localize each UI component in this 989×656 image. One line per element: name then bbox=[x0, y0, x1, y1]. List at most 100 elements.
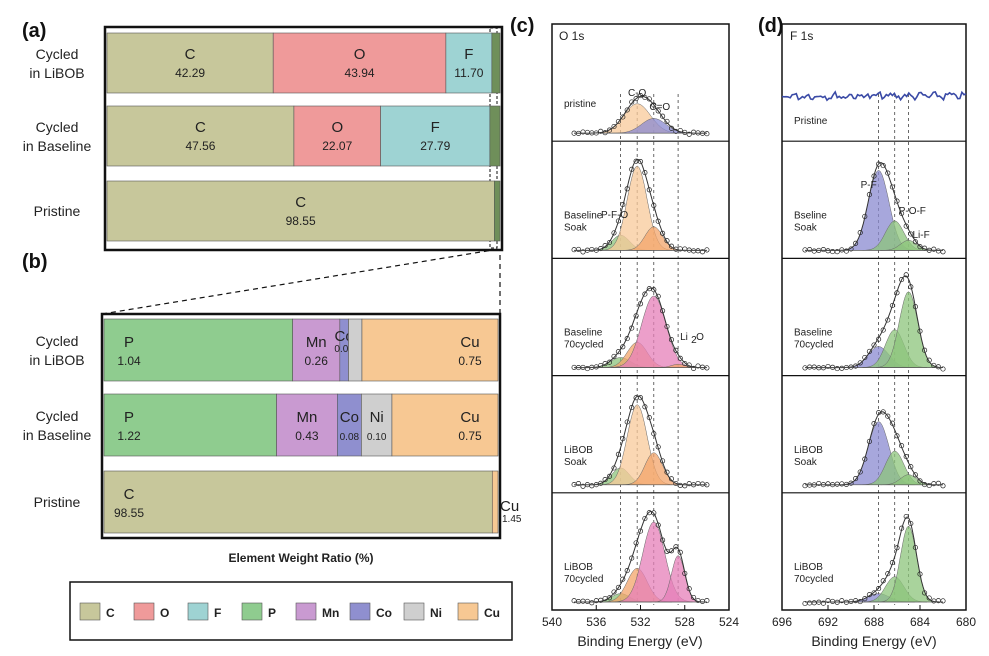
x-tick-label: 680 bbox=[956, 615, 976, 629]
data-point bbox=[615, 118, 621, 125]
x-tick-label: 688 bbox=[864, 615, 884, 629]
data-point bbox=[673, 480, 679, 487]
x-tick-label: 684 bbox=[910, 615, 930, 629]
data-point bbox=[880, 327, 886, 333]
data-point bbox=[633, 96, 639, 102]
data-point bbox=[940, 366, 946, 372]
data-point bbox=[695, 363, 701, 369]
bar-b-value: 0.26 bbox=[305, 354, 329, 368]
spectrum-label: Soak bbox=[564, 457, 588, 468]
data-point bbox=[664, 323, 670, 330]
data-point bbox=[931, 246, 937, 252]
bar-b-value: 1.22 bbox=[117, 429, 141, 443]
data-point bbox=[691, 365, 697, 371]
data-point bbox=[642, 291, 648, 297]
data-point bbox=[802, 483, 808, 489]
spectrum-label: Pristine bbox=[794, 116, 828, 127]
x-tick-label: 696 bbox=[772, 615, 792, 629]
data-point bbox=[668, 243, 675, 249]
panel-label-d: (d) bbox=[758, 15, 784, 37]
bar-a-label: C bbox=[295, 194, 306, 211]
data-point bbox=[624, 568, 630, 574]
data-point bbox=[866, 348, 872, 354]
legend-label-cu: Cu bbox=[484, 606, 500, 620]
panel-label-a: (a) bbox=[22, 20, 46, 42]
data-point bbox=[853, 476, 859, 482]
data-point bbox=[885, 413, 891, 419]
data-point bbox=[589, 246, 595, 253]
annotation-li-f: Li-F bbox=[913, 230, 930, 241]
data-point bbox=[642, 515, 648, 522]
data-point bbox=[691, 129, 697, 135]
bar-b-label: Mn bbox=[296, 409, 317, 426]
data-point bbox=[857, 360, 863, 366]
bar-b-p bbox=[103, 393, 277, 457]
data-point bbox=[908, 464, 914, 470]
data-point bbox=[807, 247, 813, 253]
bar-b-value: 0.43 bbox=[295, 429, 319, 443]
data-point bbox=[615, 584, 621, 590]
data-point bbox=[940, 249, 946, 255]
data-point bbox=[940, 598, 946, 604]
annotation-li2o-sub: 2 bbox=[691, 335, 697, 346]
bar-b-mn bbox=[276, 393, 338, 457]
bar-a-value: 42.29 bbox=[175, 66, 205, 80]
data-point bbox=[611, 123, 617, 130]
data-point bbox=[857, 599, 863, 605]
data-point bbox=[699, 249, 706, 255]
bar-b-label: Cu bbox=[460, 409, 479, 426]
data-point bbox=[834, 366, 840, 372]
bar-b-value: 0.75 bbox=[458, 354, 482, 368]
row-label-b: Cycled bbox=[36, 333, 79, 349]
data-point bbox=[807, 600, 813, 606]
data-point bbox=[637, 93, 644, 99]
data-point bbox=[611, 353, 617, 359]
data-point bbox=[651, 510, 657, 516]
legend-label-mn: Mn bbox=[322, 606, 339, 620]
panel-a-frame bbox=[103, 25, 504, 252]
panel-c-xlabel: Binding Energy (eV) bbox=[577, 633, 702, 649]
data-point bbox=[589, 600, 595, 606]
bar-b-cu bbox=[361, 318, 499, 382]
data-point bbox=[620, 344, 626, 350]
bar-a-value: 43.94 bbox=[345, 66, 375, 80]
bar-b-cu bbox=[491, 470, 499, 534]
bar-a-o bbox=[293, 105, 381, 167]
data-point bbox=[620, 114, 626, 120]
bar-a-value: 22.07 bbox=[322, 139, 352, 153]
data-point bbox=[908, 231, 914, 237]
bar-a-o bbox=[272, 32, 447, 94]
data-point bbox=[839, 598, 845, 604]
data-point bbox=[704, 598, 710, 604]
bar-a-other bbox=[494, 180, 501, 242]
data-point bbox=[820, 600, 826, 606]
legend-label-f: F bbox=[214, 606, 221, 620]
fit-envelope bbox=[574, 287, 707, 369]
row-label-a: in LiBOB bbox=[29, 65, 84, 81]
legend-label-ni: Ni bbox=[430, 606, 442, 620]
panel-label-c: (c) bbox=[510, 15, 534, 37]
data-point bbox=[876, 586, 882, 592]
legend-swatch-f bbox=[187, 602, 209, 621]
bar-b-label: P bbox=[124, 409, 134, 426]
row-label-a: in Baseline bbox=[23, 138, 92, 154]
data-point bbox=[885, 571, 891, 577]
bar-b-label: P bbox=[124, 334, 134, 351]
data-point bbox=[839, 365, 845, 371]
spectrum-label: Soak bbox=[794, 457, 818, 468]
bar-a-value: 11.70 bbox=[454, 66, 483, 80]
data-point bbox=[677, 355, 683, 361]
data-point bbox=[848, 480, 854, 486]
zoom-line-left bbox=[101, 249, 494, 315]
spectrum-label: 70cycled bbox=[564, 340, 603, 351]
data-point bbox=[899, 277, 905, 283]
spectrum-line bbox=[781, 90, 967, 102]
data-point bbox=[862, 354, 868, 361]
bar-b-c bbox=[103, 470, 493, 534]
panel-b-frame bbox=[100, 312, 502, 540]
data-point bbox=[602, 243, 608, 249]
panel-c-title: O 1s bbox=[559, 29, 584, 43]
spectrum-label: LiBOB bbox=[794, 562, 823, 573]
panel-d-frame bbox=[781, 23, 967, 611]
